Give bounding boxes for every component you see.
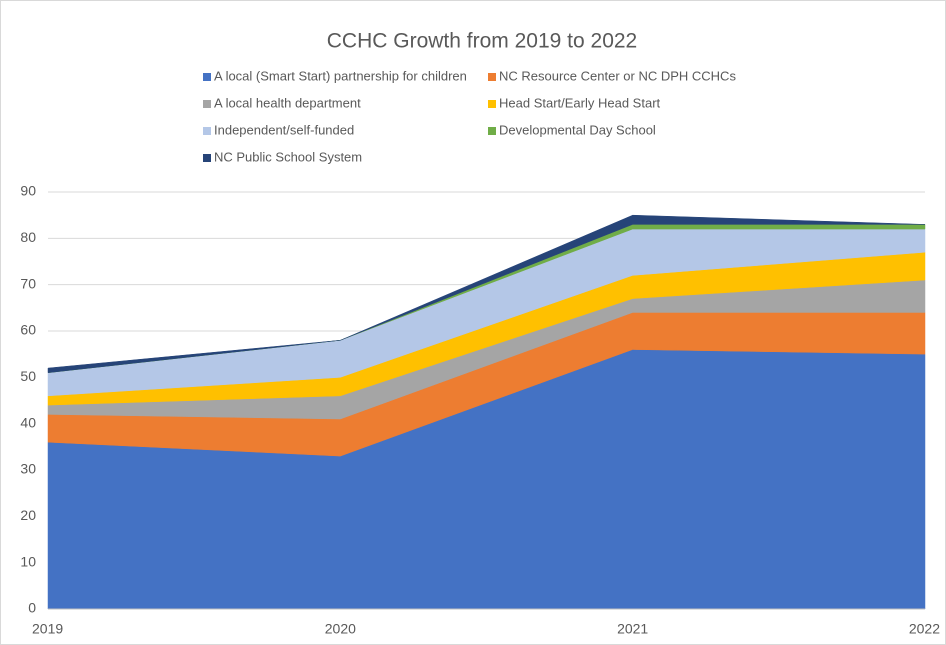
- y-tick-label: 0: [28, 600, 36, 616]
- legend-label: NC Resource Center or NC DPH CCHCs: [499, 68, 736, 83]
- legend-swatch: [203, 73, 211, 81]
- legend-swatch: [203, 100, 211, 108]
- y-tick-label: 60: [20, 322, 36, 338]
- legend-label: NC Public School System: [214, 149, 362, 164]
- y-tick-label: 70: [20, 275, 36, 291]
- y-tick-label: 50: [20, 368, 36, 384]
- y-tick-label: 40: [20, 414, 36, 430]
- legend-label: A local (Smart Start) partnership for ch…: [214, 68, 467, 83]
- legend-swatch: [203, 127, 211, 135]
- x-tick-label: 2019: [32, 621, 63, 637]
- legend-swatch: [488, 73, 496, 81]
- x-tick-label: 2022: [909, 621, 940, 637]
- y-tick-label: 10: [20, 553, 36, 569]
- legend-swatch: [203, 154, 211, 162]
- x-tick-label: 2021: [617, 621, 648, 637]
- y-tick-label: 30: [20, 461, 36, 477]
- chart-title: CCHC Growth from 2019 to 2022: [327, 30, 637, 53]
- y-tick-label: 20: [20, 507, 36, 523]
- legend-label: Head Start/Early Head Start: [499, 95, 661, 110]
- legend-label: Developmental Day School: [499, 122, 656, 137]
- y-tick-label: 80: [20, 229, 36, 245]
- y-tick-label: 90: [20, 183, 36, 199]
- x-tick-label: 2020: [325, 621, 356, 637]
- area: [47, 214, 926, 373]
- legend-swatch: [488, 100, 496, 108]
- legend-swatch: [488, 127, 496, 135]
- legend-label: A local health department: [214, 95, 361, 110]
- legend-label: Independent/self-funded: [214, 122, 354, 137]
